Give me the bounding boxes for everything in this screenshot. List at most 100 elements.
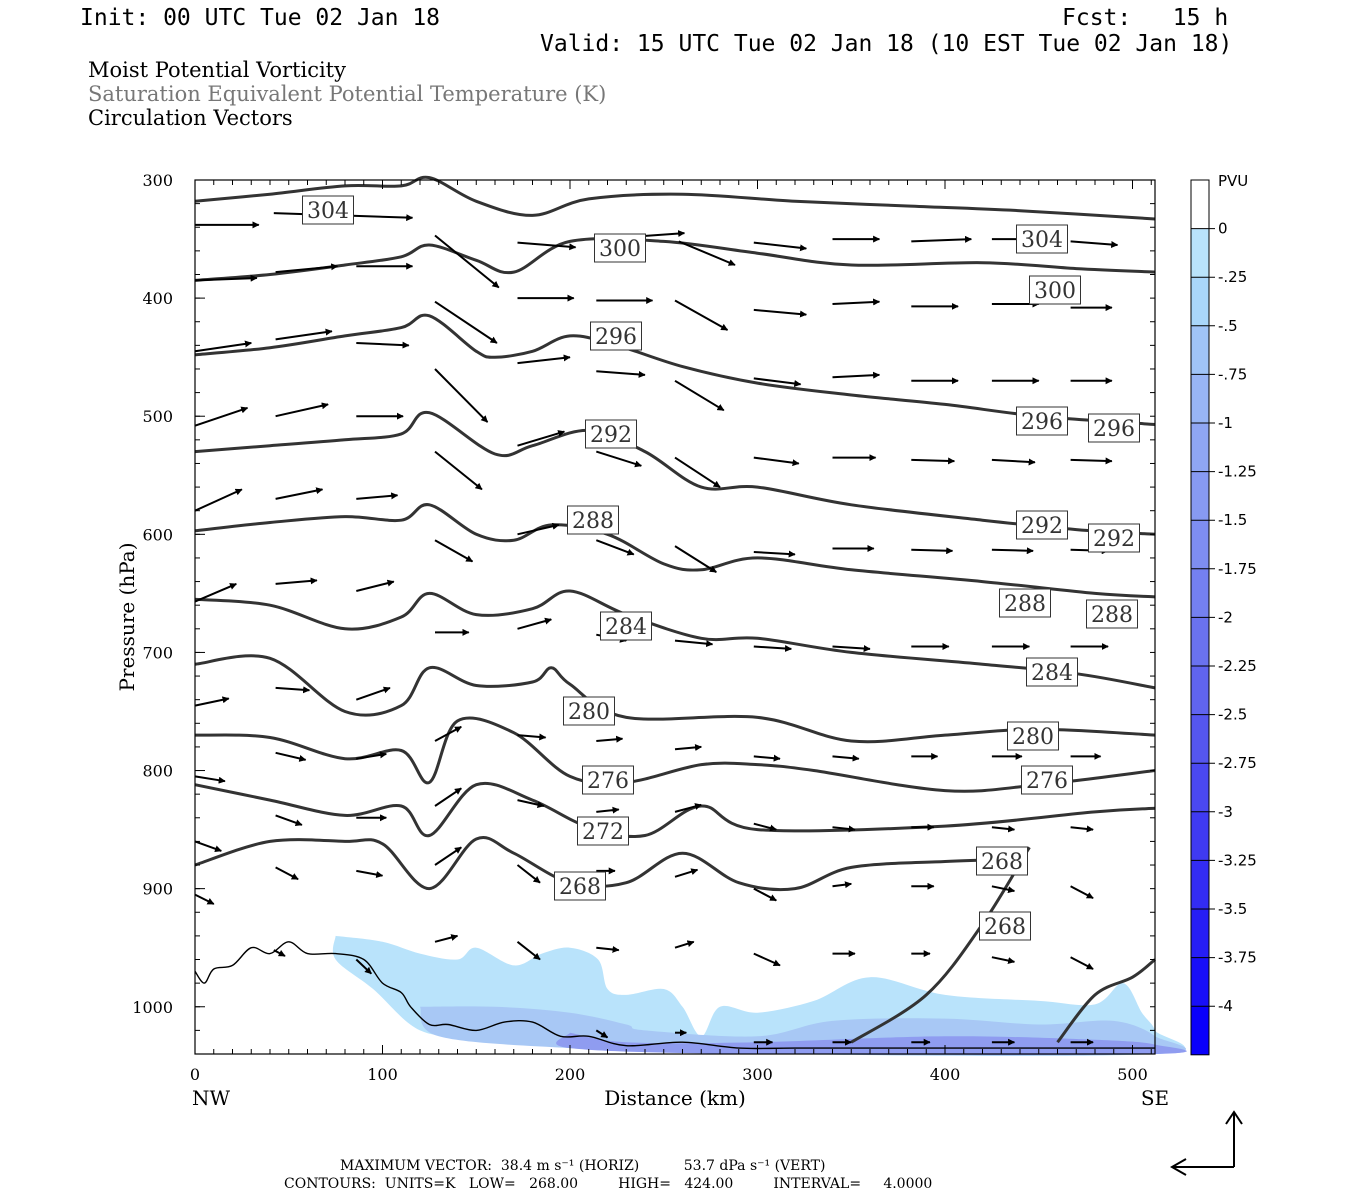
circulation-vector [1070,825,1094,833]
colorbar-band [1191,957,1209,1007]
circulation-vector [355,686,391,701]
colorbar-band [1191,617,1209,666]
circulation-vector [832,881,852,889]
colorbar-band [1191,277,1209,326]
circulation-vector [275,328,333,341]
colorbar-label: -3.75 [1218,949,1257,967]
circulation-vector [517,522,560,536]
colorbar-band [1191,1006,1209,1055]
colorbar-label: -2.25 [1218,657,1257,675]
contour-label: 300 [1034,279,1076,304]
contour-label-box [999,588,1051,618]
contour-label: 276 [1026,769,1068,794]
circulation-vector [753,241,807,252]
colorbar-label: -.75 [1218,365,1247,383]
contour-label: 284 [605,615,647,640]
circulation-vector [275,866,299,881]
contour-label-box [979,911,1031,941]
circulation-vector [517,354,571,365]
contour-label: 292 [1021,514,1063,539]
circulation-vector [355,958,372,975]
theta-contour-296 [194,313,1156,426]
x-tick-label: 400 [930,1065,961,1084]
circulation-vector [275,402,329,418]
colorbar-band [1191,520,1209,569]
x-tick-label: 0 [190,1065,200,1084]
theta-contour-284 [194,589,1156,690]
contour-label-box [976,846,1028,876]
circulation-vector [275,751,307,762]
x-tick-label: 500 [1117,1065,1148,1084]
contour-label-box [567,505,619,535]
circulation-vector [356,579,395,592]
circulation-vector [356,869,384,879]
contour-label-box [1007,721,1059,751]
circulation-vector [596,370,646,378]
circulation-vector [753,887,777,902]
colorbar-band [1191,860,1209,909]
y-tick-label: 1000 [132,998,173,1017]
circulation-vector [517,617,552,630]
circulation-vector [832,298,881,306]
theta-contour-268 [850,846,1031,1044]
contour-info-note: CONTOURS: UNITS=K LOW= 268.00 HIGH= 424.… [284,1176,933,1192]
colorbar-band [1191,763,1209,812]
theta-contours [194,175,1156,1044]
circulation-vector [194,696,230,707]
circulation-vector [678,240,736,266]
circulation-vector [595,450,642,468]
y-tick-label: 800 [142,762,173,781]
max-vector-note: MAXIMUM VECTOR: 38.4 m s⁻¹ (HORIZ) 53.7 … [340,1158,826,1174]
circulation-vector [674,379,725,412]
circulation-vector [595,539,635,556]
contour-label: 288 [572,509,614,534]
circulation-vector [753,308,807,318]
colorbar-band [1191,714,1209,764]
y-tick-label: 500 [142,407,173,426]
init-time: Init: 00 UTC Tue 02 Jan 18 [80,5,441,31]
circulation-vector [1070,956,1094,970]
circulation-vector [1070,885,1094,899]
circulation-vector [832,825,856,833]
x-tick-label: 200 [555,1065,586,1084]
circulation-vector [275,577,318,585]
se-end-label: SE [1141,1086,1169,1110]
shaded-field-name: Moist Potential Vorticity [88,58,346,82]
contour-label-box [594,233,646,263]
circulation-vector [832,371,881,379]
circulation-vector [516,941,541,961]
colorbar-band [1191,374,1209,423]
circulation-vector [434,725,462,742]
circulation-vector [194,488,243,512]
vector-field-name: Circulation Vectors [88,106,293,130]
circulation-vector [674,743,702,751]
circulation-vector [434,539,474,563]
circulation-vector [753,550,796,558]
contour-label-box [563,696,615,726]
contour-label-box [1016,224,1068,254]
circulation-vector [194,893,215,905]
circulation-vector [194,274,258,282]
circulation-vector [194,340,252,353]
contour-label: 276 [587,769,629,794]
theta-contour-300 [194,237,1156,282]
contour-label-box [1016,510,1068,540]
contour-label-box [554,871,606,901]
colorbar-band [1191,811,1209,861]
circulation-vector [674,639,714,648]
contour-label: 272 [582,820,624,845]
terrain-line [194,941,1155,1050]
colorbar-label: -.5 [1218,317,1238,335]
contour-label: 300 [599,237,641,262]
contour-label: 304 [307,199,349,224]
colorbar-label: -2.5 [1218,706,1247,724]
colorbar-band [1191,568,1209,618]
contour-label: 296 [1021,410,1063,435]
y-tick-label: 300 [142,171,173,190]
contour-label: 292 [590,423,632,448]
circulation-vector [275,686,311,694]
axes: 300 400 500 600 700 800 900 1000 0 100 200 300 400 50… [115,171,1169,1110]
circulation-vector [434,934,459,943]
colorbar-band [1191,325,1209,375]
